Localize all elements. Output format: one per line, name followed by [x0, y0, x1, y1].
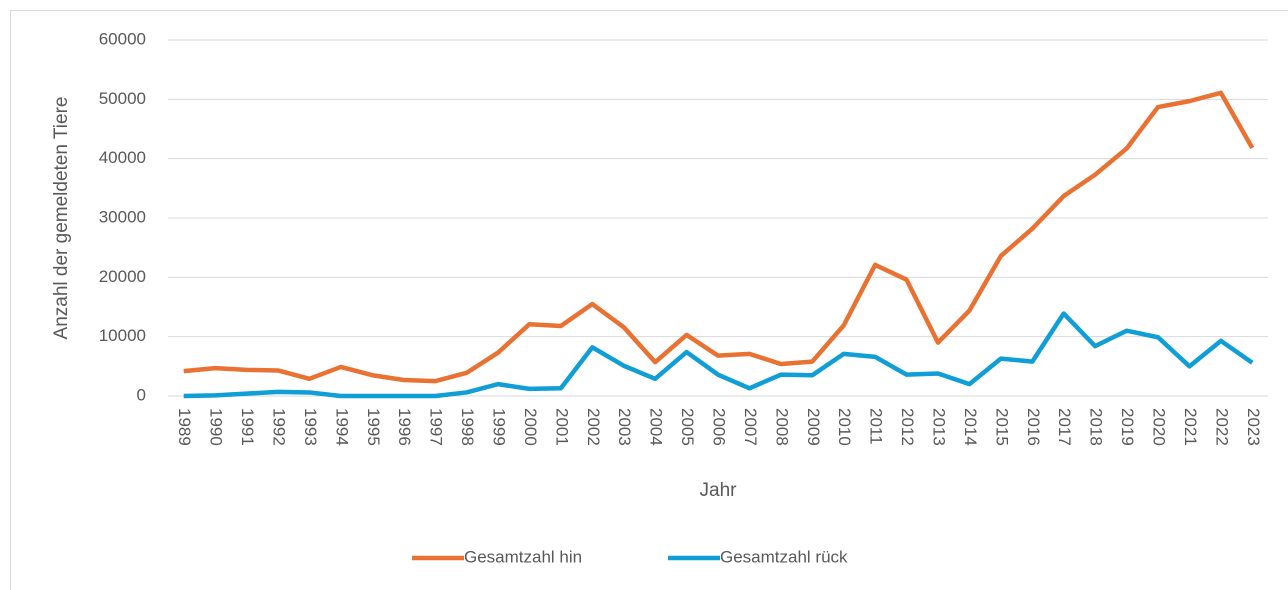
- x-tick-label: 2020: [1150, 408, 1169, 446]
- y-tick-label: 60000: [99, 29, 146, 48]
- series-line: [183, 311, 1254, 399]
- x-tick-label: 2000: [521, 408, 540, 446]
- y-tick-label: 40000: [99, 148, 146, 167]
- x-tick-label: 1995: [364, 408, 383, 446]
- x-tick-label: 2023: [1244, 408, 1263, 446]
- x-tick-label: 2021: [1181, 408, 1200, 446]
- x-tick-label: 2012: [898, 408, 917, 446]
- x-tick-label: 2014: [961, 408, 980, 446]
- x-tick-label: 2016: [1024, 408, 1043, 446]
- x-tick-label: 2015: [992, 408, 1011, 446]
- legend-label: Gesamtzahl hin: [464, 547, 582, 566]
- series-line: [183, 90, 1255, 384]
- x-tick-label: 2013: [930, 408, 949, 446]
- x-tick-label: 2007: [741, 408, 760, 446]
- x-axis-label: Jahr: [700, 480, 738, 501]
- legend-label: Gesamtzahl rück: [720, 547, 848, 566]
- chart-frame: [10, 10, 1288, 590]
- y-tick-label: 0: [137, 385, 146, 404]
- x-tick-label: 1998: [458, 408, 477, 446]
- y-tick-label: 10000: [99, 326, 146, 345]
- x-tick-label: 2018: [1087, 408, 1106, 446]
- x-tick-label: 2001: [552, 408, 571, 446]
- x-tick-label: 1989: [175, 408, 194, 446]
- x-tick-label: 2011: [867, 408, 886, 445]
- x-tick-label: 2017: [1055, 408, 1074, 446]
- y-tick-label: 30000: [99, 207, 146, 226]
- x-tick-label: 2022: [1212, 408, 1231, 446]
- x-tick-label: 1999: [490, 408, 509, 446]
- x-tick-label: 2004: [647, 408, 666, 446]
- x-tick-label: 2019: [1118, 408, 1137, 446]
- x-tick-label: 1992: [270, 408, 289, 446]
- x-tick-label: 1993: [301, 408, 320, 446]
- x-tick-label: 2005: [678, 408, 697, 446]
- x-tick-label: 2006: [710, 408, 729, 446]
- x-tick-label: 1991: [238, 408, 257, 446]
- x-tick-label: 2002: [584, 408, 603, 446]
- y-tick-label: 20000: [99, 267, 146, 286]
- x-tick-label: 2009: [804, 408, 823, 446]
- x-tick-label: 2008: [772, 408, 791, 446]
- x-tick-label: 1990: [207, 408, 226, 446]
- x-tick-label: 1997: [427, 408, 446, 446]
- y-tick-label: 50000: [99, 89, 146, 108]
- y-axis-label: Anzahl der gemeldeten Tiere: [51, 97, 72, 340]
- x-tick-label: 1996: [395, 408, 414, 446]
- x-tick-label: 1994: [332, 408, 351, 446]
- x-tick-label: 2003: [615, 408, 634, 446]
- x-tick-label: 2010: [835, 408, 854, 446]
